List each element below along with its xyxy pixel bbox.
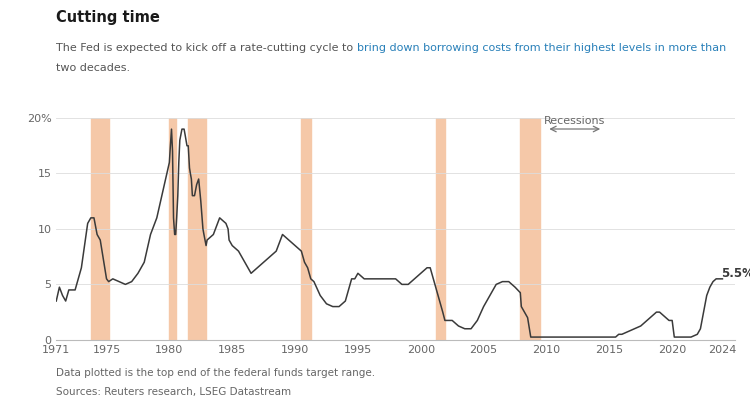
Text: Cutting time: Cutting time <box>56 10 160 25</box>
Text: Data plotted is the top end of the federal funds target range.: Data plotted is the top end of the feder… <box>56 368 375 379</box>
Bar <box>188 118 206 340</box>
Bar <box>170 118 176 340</box>
Bar <box>436 118 445 340</box>
Text: two decades.: two decades. <box>56 63 130 73</box>
Text: bring down borrowing costs from their highest levels in more than: bring down borrowing costs from their hi… <box>357 43 726 53</box>
Bar <box>91 118 109 340</box>
Bar <box>302 118 310 340</box>
Text: 5.5%: 5.5% <box>722 267 750 280</box>
Bar <box>520 118 540 340</box>
Text: Sources: Reuters research, LSEG Datastream: Sources: Reuters research, LSEG Datastre… <box>56 387 291 398</box>
Text: Recessions: Recessions <box>544 116 605 126</box>
Text: The Fed is expected to kick off a rate-cutting cycle to: The Fed is expected to kick off a rate-c… <box>56 43 357 53</box>
